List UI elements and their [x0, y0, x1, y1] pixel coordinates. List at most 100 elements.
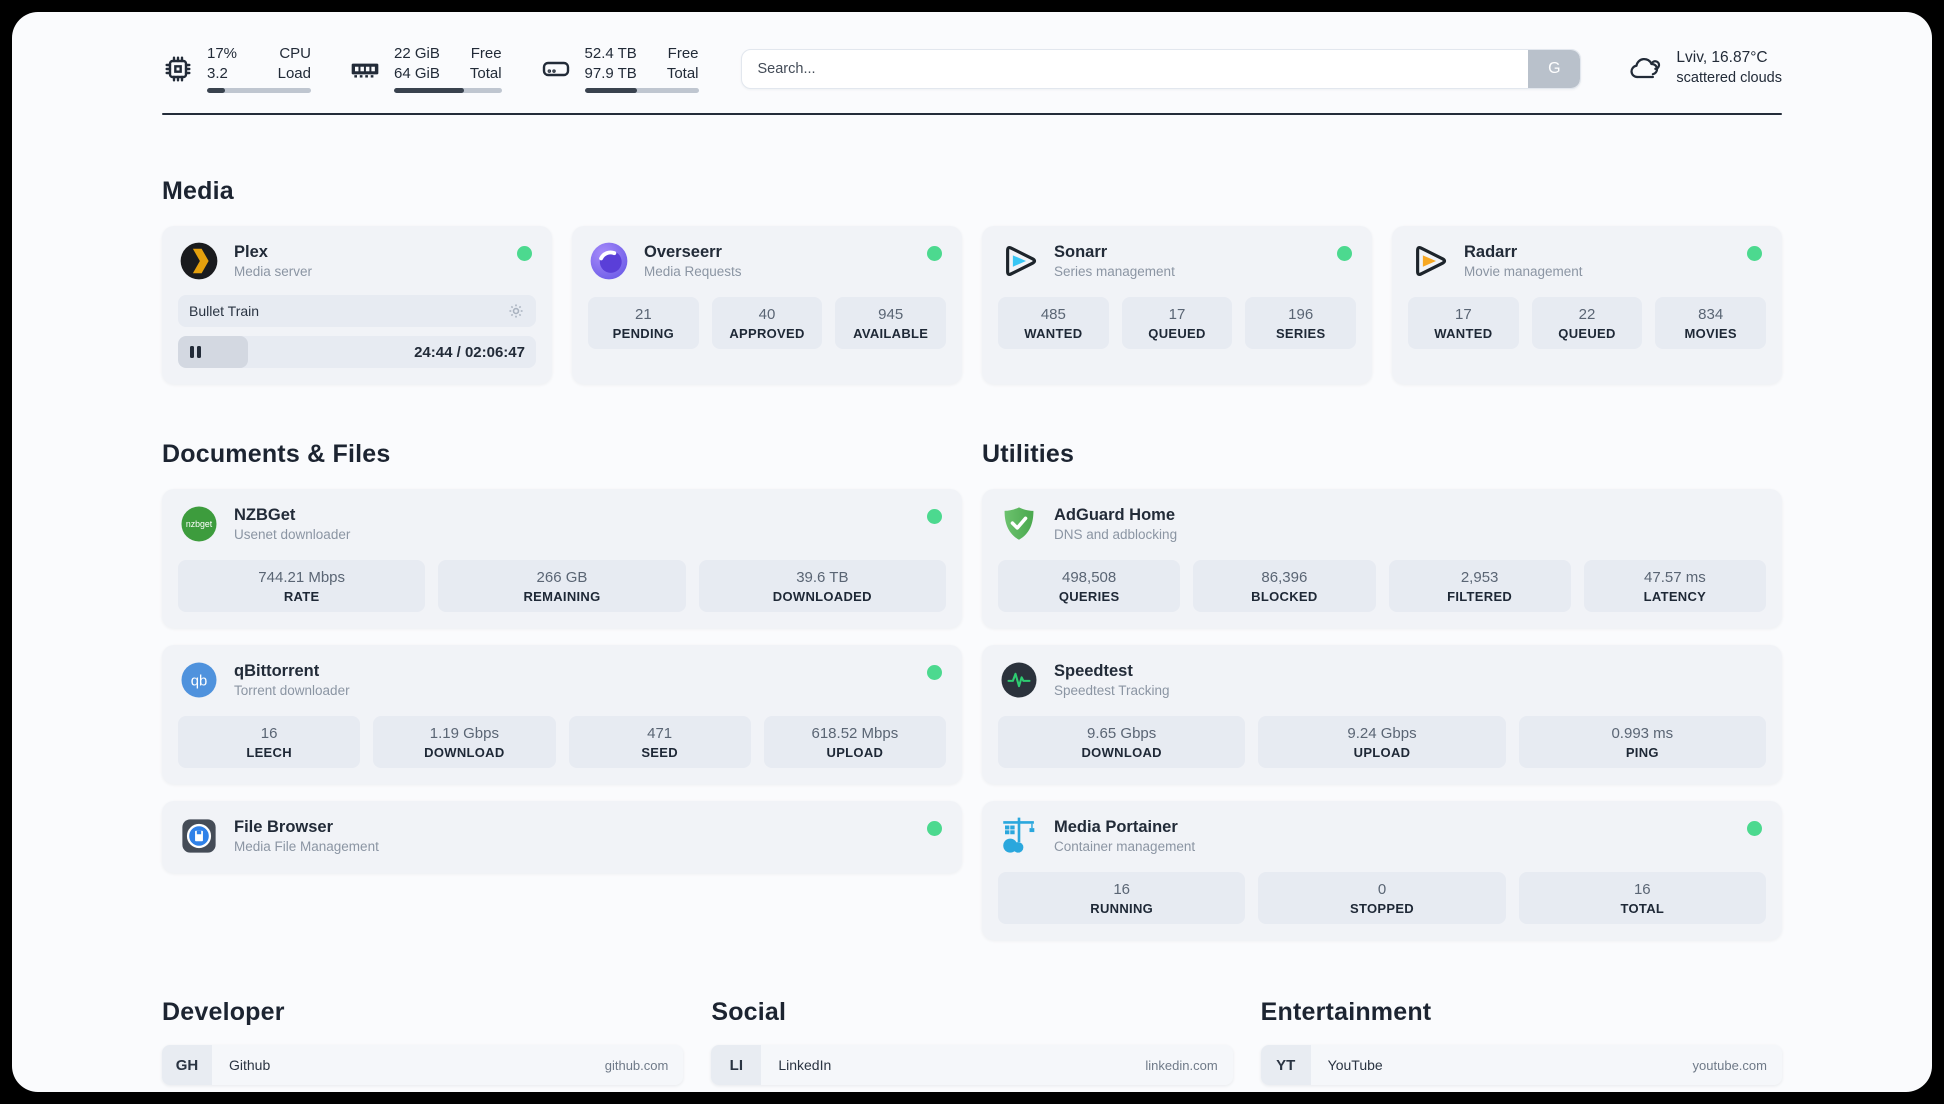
section-title-social: Social — [711, 998, 787, 1026]
app-card-plex[interactable]: Plex Media server Bullet Train 24:44 / 0… — [162, 226, 552, 384]
cpu-load: 3.2 — [207, 64, 228, 82]
app-title: Radarr — [1464, 242, 1518, 261]
weather-widget[interactable]: Lviv, 16.87°C scattered clouds — [1627, 48, 1782, 88]
app-card-overseerr[interactable]: Overseerr Media Requests 21 PENDING 40 APP… — [572, 226, 962, 384]
pause-icon — [190, 346, 201, 358]
search-bar: G — [740, 48, 1582, 89]
disk-free-label: Free — [667, 45, 699, 62]
app-title: Speedtest — [1054, 661, 1133, 680]
section-title-entertainment: Entertainment — [1260, 998, 1432, 1026]
app-description: Media server — [234, 264, 313, 280]
gear-icon[interactable] — [507, 302, 525, 320]
disk-total-label: Total — [666, 64, 699, 82]
bookmark-url: github.com — [604, 1057, 669, 1073]
cpu-icon — [165, 55, 191, 82]
search-engine-button[interactable]: G — [1528, 49, 1581, 88]
bookmark-groups: Developer GH Github github.com SO StackO… — [162, 998, 1782, 1092]
app-card-radarr[interactable]: Radarr Movie management 17 WANTED 22 QUEUE… — [1392, 226, 1782, 384]
app-description: Speedtest Tracking — [1054, 683, 1170, 699]
stat-chip: 0 STOPPED — [1258, 872, 1506, 924]
stat-chip: 16 TOTAL — [1518, 872, 1766, 924]
app-card-adguard[interactable]: AdGuard Home DNS and adblocking 498,508 Q… — [982, 489, 1782, 628]
disk-stat: 52.4 TB 97.9 TB Free Total — [540, 44, 699, 93]
app-card-filebrowser[interactable]: File Browser Media File Management — [162, 801, 962, 873]
playback-progress-bar: 24:44 / 02:06:47 — [178, 336, 536, 368]
status-dot — [517, 246, 532, 261]
cloud-icon — [1630, 58, 1661, 79]
ram-free-label: Free — [470, 45, 502, 62]
app-description: Container management — [1054, 839, 1196, 855]
ram-free: 22 GiB — [394, 45, 440, 62]
app-card-sonarr[interactable]: Sonarr Series management 485 WANTED 17 QUE… — [982, 226, 1372, 384]
section-title-media: Media — [162, 177, 234, 205]
bookmark-youtube[interactable]: YT YouTube youtube.com — [1260, 1045, 1782, 1085]
app-title: AdGuard Home — [1054, 505, 1176, 524]
header-divider — [162, 113, 1782, 115]
now-playing-row: Bullet Train — [178, 295, 536, 327]
stat-chip: 17 WANTED — [1408, 297, 1519, 349]
bookmark-name: LinkedIn — [778, 1057, 832, 1073]
stat-chip: 40 APPROVED — [711, 297, 823, 349]
bookmark-group-developer: Developer GH Github github.com SO StackO… — [162, 998, 684, 1092]
bookmark-badge: GH — [162, 1045, 212, 1085]
stat-chip: 744.21 Mbps RATE — [178, 560, 426, 612]
stat-chip: 485 WANTED — [998, 297, 1109, 349]
disk-progress-bar — [584, 88, 699, 93]
cpu-label: CPU — [279, 45, 311, 62]
ram-stat: 22 GiB 64 GiB Free Total — [349, 44, 502, 93]
bookmark-badge: LI — [711, 1045, 762, 1085]
status-dot — [1337, 246, 1352, 261]
ram-icon — [351, 63, 379, 78]
disk-free: 52.4 TB — [584, 45, 637, 62]
qbittorrent-icon: qb — [181, 662, 217, 698]
overseerr-icon — [590, 242, 628, 280]
bookmark-group-social: Social LI LinkedIn linkedin.com TW Twitt… — [711, 998, 1233, 1092]
app-card-qbittorrent[interactable]: qb qBittorrent Torrent downloader 16 LEEC… — [162, 645, 962, 784]
cpu-load-label: Load — [277, 64, 311, 82]
app-title: Media Portainer — [1054, 817, 1178, 836]
bookmark-name: YouTube — [1327, 1057, 1383, 1073]
bookmark-group-entertainment: Entertainment YT YouTube youtube.com NF … — [1260, 998, 1782, 1092]
adguard-icon — [1004, 507, 1034, 540]
bookmark-github[interactable]: GH Github github.com — [162, 1045, 684, 1085]
weather-condition: scattered clouds — [1676, 70, 1782, 87]
stat-chip: 471 SEED — [568, 716, 751, 768]
stat-chip: 1.19 Gbps DOWNLOAD — [373, 716, 556, 768]
app-title: Overseerr — [644, 242, 722, 261]
app-description: Torrent downloader — [234, 683, 350, 699]
filebrowser-icon — [182, 819, 216, 853]
dashboard-page: 17% 3.2 CPU Load 22 — [12, 12, 1932, 1092]
app-card-speedtest[interactable]: Speedtest Speedtest Tracking 9.65 Gbps DO… — [982, 645, 1782, 784]
bookmark-linkedin[interactable]: LI LinkedIn linkedin.com — [711, 1045, 1233, 1085]
stat-chip: 39.6 TB DOWNLOADED — [698, 560, 946, 612]
cpu-percent: 17% — [207, 45, 238, 62]
sonarr-icon — [1006, 246, 1037, 276]
app-title: NZBGet — [234, 505, 296, 524]
svg-text:qb: qb — [191, 673, 208, 689]
app-description: Movie management — [1464, 264, 1583, 280]
stat-chip: 9.24 Gbps UPLOAD — [1258, 716, 1506, 768]
bookmark-url: linkedin.com — [1145, 1057, 1218, 1073]
app-description: Media File Management — [234, 839, 379, 855]
stat-chip: 0.993 ms PING — [1518, 716, 1766, 768]
stat-chip: 47.57 ms LATENCY — [1583, 560, 1766, 612]
app-description: Usenet downloader — [234, 527, 351, 543]
app-title: Plex — [234, 242, 268, 261]
cpu-progress-bar — [207, 88, 311, 93]
section-title-utilities: Utilities — [982, 440, 1075, 468]
bookmark-badge: YT — [1260, 1045, 1311, 1085]
weather-location-temp: Lviv, 16.87°C — [1676, 49, 1768, 67]
app-description: DNS and adblocking — [1054, 527, 1178, 543]
now-playing-title: Bullet Train — [189, 303, 260, 319]
app-card-nzbget[interactable]: nzbget NZBGet Usenet downloader 744.21 M… — [162, 489, 962, 628]
stat-chip: 266 GB REMAINING — [438, 560, 686, 612]
search-input[interactable] — [741, 60, 1529, 77]
stat-chip: 834 MOVIES — [1655, 297, 1767, 349]
plex-icon — [180, 242, 218, 280]
app-card-portainer[interactable]: Media Portainer Container management 16 R… — [982, 801, 1782, 940]
ram-total: 64 GiB — [394, 64, 440, 82]
app-title: File Browser — [234, 817, 334, 836]
status-dot — [1747, 821, 1762, 836]
app-description: Series management — [1054, 264, 1175, 280]
media-grid: Plex Media server Bullet Train 24:44 / 0… — [162, 226, 1782, 384]
